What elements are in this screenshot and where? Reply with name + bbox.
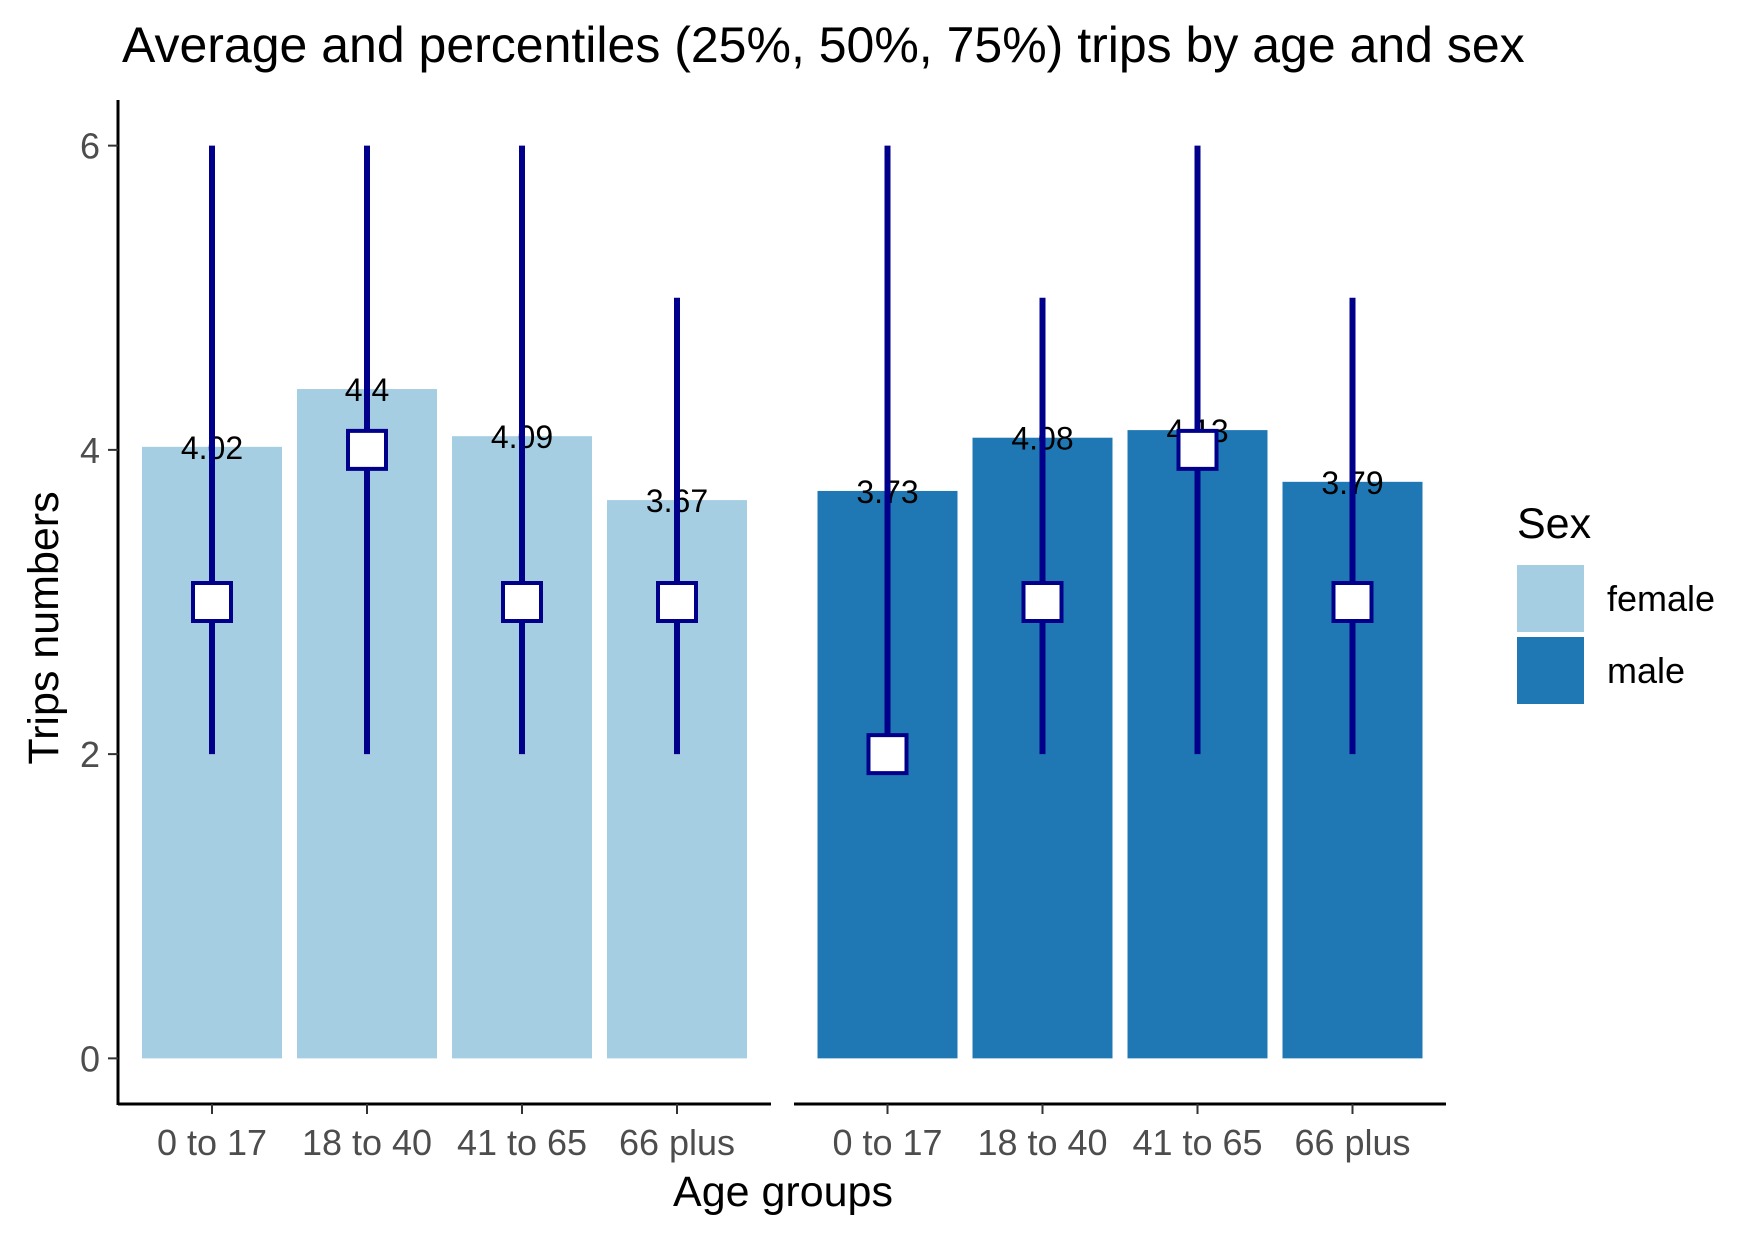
median-marker-female-3 — [656, 581, 698, 623]
x-tick-label-female-3: 66 plus — [619, 1122, 735, 1163]
legend-key-female — [1517, 565, 1584, 632]
chart-panels: 4.020 to 174.418 to 404.0941 to 653.6766… — [118, 145, 1446, 1163]
x-tick-label-male-3: 66 plus — [1294, 1122, 1410, 1163]
x-tick-label-male-2: 41 to 65 — [1132, 1122, 1262, 1163]
x-tick-label-male-0: 0 to 17 — [832, 1122, 942, 1163]
median-marker-male-1 — [1021, 581, 1064, 623]
median-marker-female-2 — [501, 581, 543, 623]
y-axis: 0 2 4 6 — [80, 100, 120, 1105]
y-tick-label: 4 — [80, 430, 100, 471]
y-tick-label: 0 — [80, 1038, 100, 1079]
legend-label-male: male — [1607, 650, 1685, 691]
median-marker-female-0 — [191, 581, 233, 623]
y-axis-title: Trips numbers — [20, 491, 68, 764]
x-tick-label-female-1: 18 to 40 — [302, 1122, 432, 1163]
median-marker-female-1 — [346, 428, 388, 471]
panel-female: 4.020 to 174.418 to 404.0941 to 653.6766… — [118, 145, 771, 1163]
x-tick-label-male-1: 18 to 40 — [977, 1122, 1107, 1163]
x-tick-label-female-2: 41 to 65 — [457, 1122, 587, 1163]
median-marker-male-0 — [866, 733, 909, 776]
median-marker-male-3 — [1331, 581, 1374, 623]
x-axis-title: Age groups — [673, 1168, 893, 1216]
legend-title: Sex — [1517, 500, 1592, 548]
median-marker-male-2 — [1176, 428, 1219, 471]
panel-male: 3.730 to 174.0818 to 404.1341 to 653.796… — [794, 145, 1446, 1163]
chart-title: Average and percentiles (25%, 50%, 75%) … — [122, 17, 1525, 73]
legend-key-male — [1517, 637, 1584, 704]
y-tick-label: 6 — [80, 126, 100, 167]
legend: Sex female male — [1517, 500, 1715, 704]
legend-label-female: female — [1607, 578, 1715, 619]
y-tick-label: 2 — [80, 734, 100, 775]
x-tick-label-female-0: 0 to 17 — [157, 1122, 267, 1163]
